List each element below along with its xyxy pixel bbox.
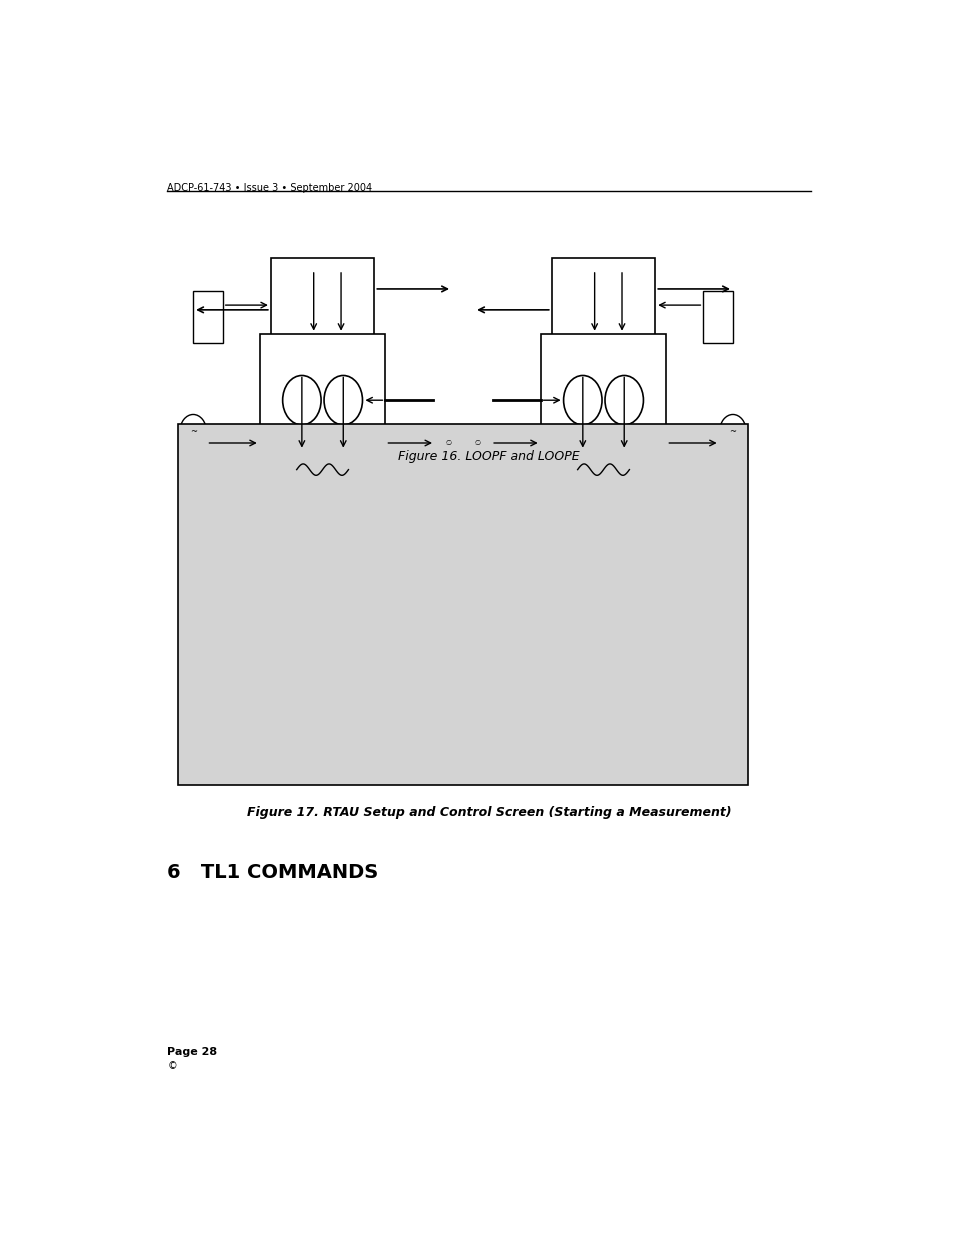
- Bar: [551, 258, 655, 338]
- Text: ∅: ∅: [445, 440, 451, 446]
- Text: Figure 17. RTAU Setup and Control Screen (Starting a Measurement): Figure 17. RTAU Setup and Control Screen…: [247, 806, 730, 819]
- Circle shape: [180, 415, 206, 448]
- Circle shape: [719, 415, 745, 448]
- Bar: [178, 424, 747, 785]
- Circle shape: [464, 426, 491, 461]
- Circle shape: [435, 426, 461, 461]
- Bar: [271, 258, 374, 338]
- Bar: [540, 333, 665, 462]
- Text: ©: ©: [167, 1061, 177, 1071]
- Text: 6   TL1 COMMANDS: 6 TL1 COMMANDS: [167, 863, 378, 882]
- Text: Page 28: Page 28: [167, 1047, 217, 1057]
- Text: ~: ~: [729, 427, 736, 436]
- Bar: [702, 291, 732, 343]
- Circle shape: [563, 375, 601, 425]
- Circle shape: [282, 375, 321, 425]
- Text: ~: ~: [190, 427, 196, 436]
- Circle shape: [324, 375, 362, 425]
- Bar: [259, 333, 385, 462]
- Text: Figure 16. LOOPF and LOOPE: Figure 16. LOOPF and LOOPE: [397, 450, 579, 463]
- Text: ∅: ∅: [475, 440, 480, 446]
- Text: ADCP-61-743 • Issue 3 • September 2004: ADCP-61-743 • Issue 3 • September 2004: [167, 183, 372, 194]
- Bar: [193, 291, 223, 343]
- Circle shape: [604, 375, 642, 425]
